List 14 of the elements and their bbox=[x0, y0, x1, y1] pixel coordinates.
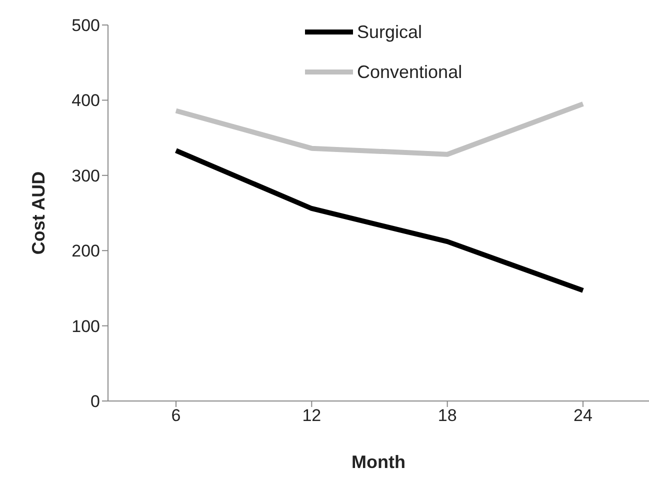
y-tick-label: 100 bbox=[72, 316, 100, 336]
y-tick-label: 400 bbox=[72, 91, 100, 110]
x-tick-label: 24 bbox=[574, 406, 592, 426]
legend-label: Surgical bbox=[357, 22, 422, 42]
x-tick-label: 12 bbox=[302, 406, 322, 426]
legend-label: Conventional bbox=[357, 62, 462, 82]
y-tick-label: 0 bbox=[90, 392, 100, 412]
x-tick-label: 6 bbox=[171, 406, 181, 426]
x-tick-label: 18 bbox=[438, 406, 457, 426]
y-tick-label: 500 bbox=[72, 16, 100, 36]
y-tick-label: 200 bbox=[72, 242, 100, 261]
y-tick-label: 300 bbox=[72, 166, 100, 186]
x-axis-title: Month bbox=[352, 452, 406, 472]
y-axis-title: Cost AUD bbox=[28, 171, 48, 255]
